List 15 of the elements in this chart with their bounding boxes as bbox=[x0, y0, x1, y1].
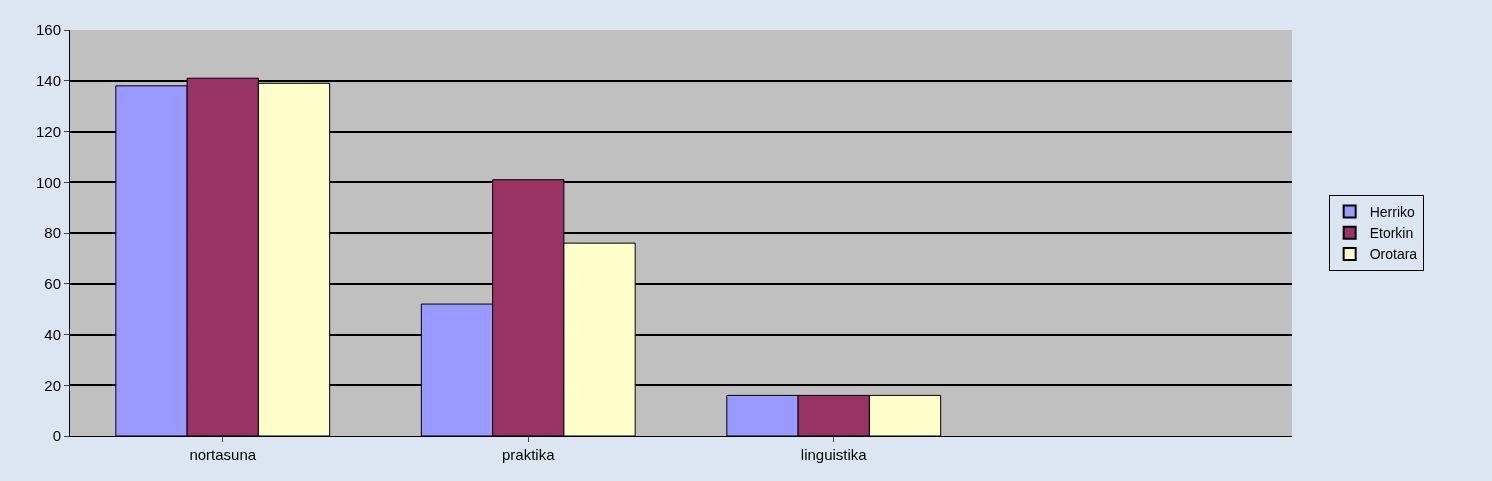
x-tick-label: nortasuna bbox=[189, 446, 257, 463]
y-tick-label: 80 bbox=[44, 224, 61, 242]
y-tick-label: 40 bbox=[44, 325, 61, 343]
legend-label: Etorkin bbox=[1369, 225, 1414, 242]
y-tick-label: 140 bbox=[35, 72, 61, 89]
legend-label: Herriko bbox=[1369, 204, 1415, 221]
y-tick-label: 120 bbox=[35, 122, 61, 140]
x-tick-label: linguistika bbox=[800, 446, 868, 463]
y-tick-label: 100 bbox=[35, 173, 61, 191]
y-tick-label: 20 bbox=[44, 376, 61, 394]
y-tick-label: 60 bbox=[44, 275, 61, 292]
legend-label: Orotara bbox=[1369, 246, 1418, 263]
x-tick-label: praktika bbox=[501, 446, 556, 463]
y-tick-label: 160 bbox=[35, 21, 61, 39]
y-tick-label: 0 bbox=[52, 427, 61, 445]
